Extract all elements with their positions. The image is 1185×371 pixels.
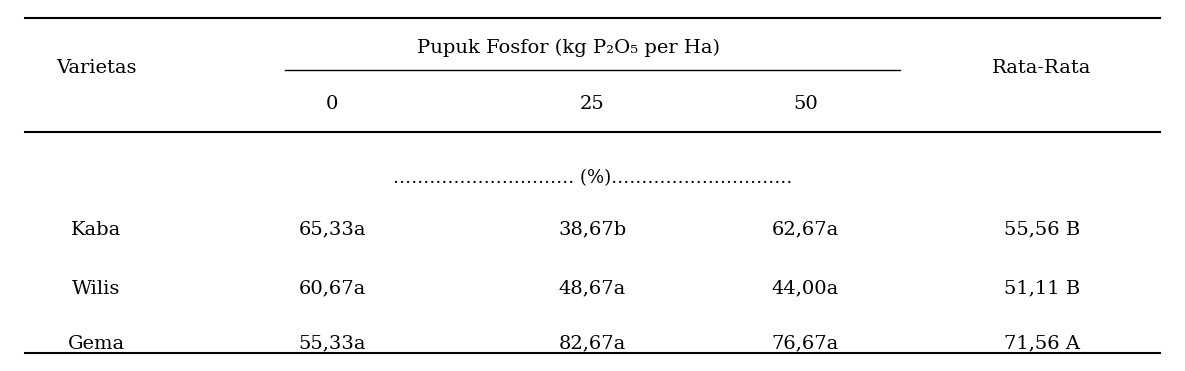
- Text: Wilis: Wilis: [72, 280, 120, 298]
- Text: 55,33a: 55,33a: [299, 335, 366, 353]
- Text: 38,67b: 38,67b: [558, 221, 627, 239]
- Text: 25: 25: [581, 95, 604, 114]
- Text: Pupuk Fosfor (kg P₂O₅ per Ha): Pupuk Fosfor (kg P₂O₅ per Ha): [417, 38, 720, 56]
- Text: Kaba: Kaba: [71, 221, 121, 239]
- Text: 82,67a: 82,67a: [559, 335, 626, 353]
- Text: 51,11 B: 51,11 B: [1004, 280, 1080, 298]
- Text: 62,67a: 62,67a: [771, 221, 839, 239]
- Text: ………………………… (%)…………………………: ………………………… (%)…………………………: [392, 169, 793, 187]
- Text: 55,56 B: 55,56 B: [1004, 221, 1080, 239]
- Text: Gema: Gema: [68, 335, 124, 353]
- Text: 44,00a: 44,00a: [771, 280, 839, 298]
- Text: 65,33a: 65,33a: [299, 221, 366, 239]
- Text: 48,67a: 48,67a: [559, 280, 626, 298]
- Text: Rata-Rata: Rata-Rata: [992, 59, 1091, 77]
- Text: Varietas: Varietas: [56, 59, 136, 77]
- Text: 50: 50: [793, 95, 818, 114]
- Text: 60,67a: 60,67a: [299, 280, 366, 298]
- Text: 76,67a: 76,67a: [771, 335, 839, 353]
- Text: 0: 0: [326, 95, 339, 114]
- Text: 71,56 A: 71,56 A: [1004, 335, 1080, 353]
